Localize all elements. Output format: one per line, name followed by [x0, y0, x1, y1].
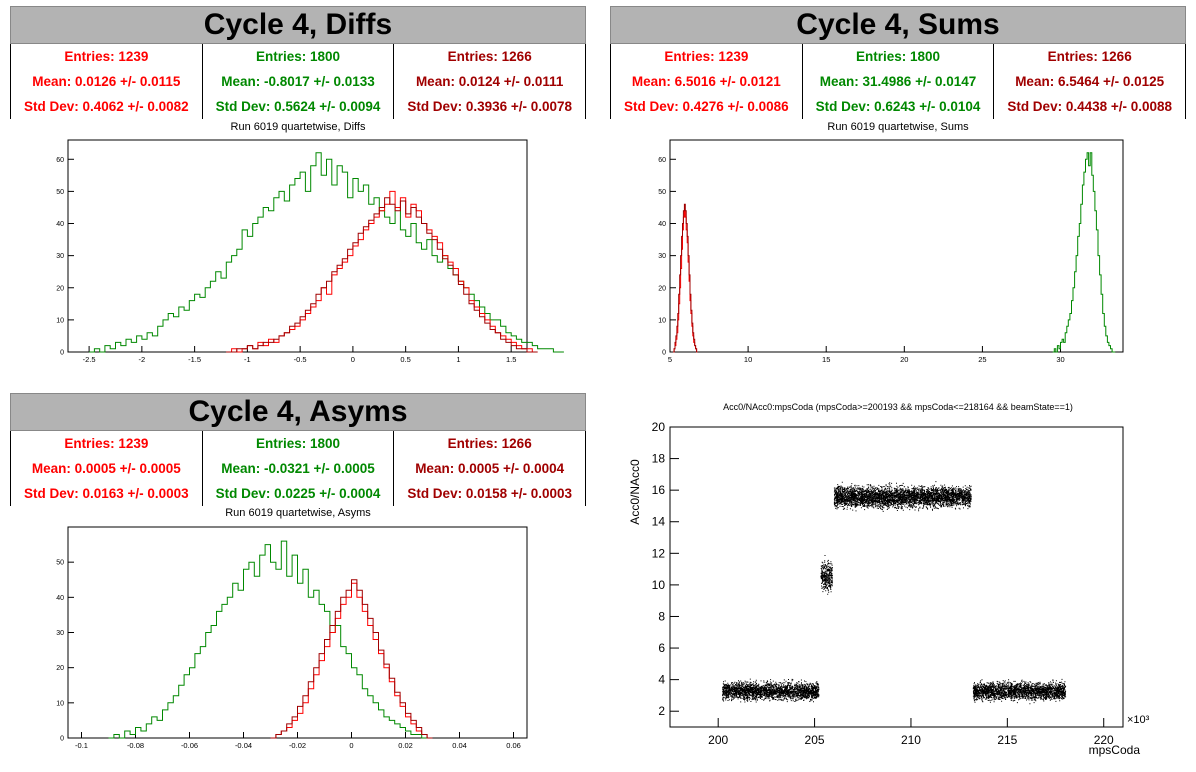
diffs-xtick-label: -0.5 [294, 355, 307, 364]
scatter-xtick-label: 215 [997, 733, 1017, 747]
scatter-xtick-label: 220 [1094, 733, 1114, 747]
stats-box: Entries: 1266 Mean: 0.0005 +/- 0.0004 Std … [407, 436, 573, 501]
diffs-xtick-label: 0.5 [400, 355, 410, 364]
stats-box: Entries: 1800 Mean: -0.8017 +/- 0.0133 Std… [203, 44, 395, 119]
diffs-panel-title: Cycle 4, Diffs [10, 6, 586, 44]
diffs-xtick-label: -2 [139, 355, 146, 364]
asyms-xtick-label: -0.04 [235, 741, 252, 750]
asyms-xtick-label: -0.06 [181, 741, 198, 750]
scatter-xlabel: mpsCoda [1088, 743, 1140, 757]
stats-box: Entries: 1239 Mean: 0.0126 +/- 0.0115 Std … [11, 44, 203, 119]
sums-series-2 [673, 203, 698, 353]
diffs-ytick-label: 40 [56, 221, 64, 228]
asyms-series-2 [270, 579, 433, 739]
sums-xtick-label: 5 [668, 355, 672, 364]
scatter-cluster-0 [722, 678, 820, 703]
diffs-stats: Entries: 1239 Mean: 0.0126 +/- 0.0115 Std … [10, 44, 586, 119]
scatter-ytick-label: 10 [652, 578, 666, 592]
scatter-x-exponent: ×10³ [1127, 714, 1150, 726]
asyms-chart-title: Run 6019 quartetwise, Asyms [225, 507, 371, 519]
asyms-series-0 [108, 540, 433, 739]
asyms-ytick-label: 50 [56, 560, 64, 567]
diffs-series-2 [226, 197, 538, 353]
sums-ytick-label: 20 [658, 285, 666, 292]
diffs-series-0 [89, 152, 564, 353]
sums-xtick-label: 20 [900, 355, 908, 364]
asyms-xtick-label: 0.04 [452, 741, 467, 750]
asyms-ytick-label: 0 [60, 736, 64, 743]
diffs-xtick-label: 1 [456, 355, 460, 364]
scatter-xtick-label: 205 [805, 733, 825, 747]
scatter-ytick-label: 6 [658, 641, 665, 655]
scatter-chart-title: Acc0/NAcc0:mpsCoda (mpsCoda>=200193 && m… [723, 402, 1073, 412]
sums-series-0 [1052, 152, 1116, 353]
scatter-xtick-label: 210 [901, 733, 921, 747]
diffs-xtick-label: -2.5 [83, 355, 96, 364]
sums-ytick-label: 0 [662, 350, 666, 357]
asyms-xtick-label: -0.1 [75, 741, 88, 750]
diffs-ytick-label: 60 [56, 157, 64, 164]
stats-box: Entries: 1800 Mean: 31.4986 +/- 0.0147 Std… [803, 44, 995, 119]
scatter-ytick-label: 18 [652, 452, 666, 466]
scatter-xtick-label: 200 [708, 733, 728, 747]
stats-box: Entries: 1239 Mean: 6.5016 +/- 0.0121 Std … [611, 44, 803, 119]
sums-xtick-label: 15 [822, 355, 830, 364]
scatter-ytick-label: 12 [652, 546, 666, 560]
diffs-ytick-label: 50 [56, 189, 64, 196]
asyms-xtick-label: 0 [349, 741, 353, 750]
diffs-frame [67, 139, 528, 353]
asyms-xtick-label: 0.06 [506, 741, 521, 750]
asyms-ytick-label: 40 [56, 595, 64, 602]
asyms-ytick-label: 10 [56, 700, 64, 707]
scatter-plot: 200 205 210 215 220 2 4 6 8 10 12 14 16 18 20 [652, 420, 1124, 747]
scatter-ytick-label: 8 [658, 609, 665, 623]
asyms-panel-title: Cycle 4, Asyms [10, 393, 586, 431]
diffs-xtick-label: -1 [244, 355, 251, 364]
asyms-ytick-label: 30 [56, 630, 64, 637]
asyms-ytick-label: 20 [56, 665, 64, 672]
sums-ytick-label: 30 [658, 253, 666, 260]
scatter-cluster-2 [833, 481, 972, 512]
sums-xtick-label: 30 [1056, 355, 1064, 364]
scatter-frame [669, 426, 1124, 728]
diffs-series-1 [226, 190, 538, 353]
diffs-xtick-label: 1.5 [506, 355, 516, 364]
scatter-cluster-3 [972, 678, 1067, 705]
diffs-xtick-label: -1.5 [188, 355, 201, 364]
sums-histogram: 5 10 15 20 25 30 0 10 20 30 40 50 60 [658, 139, 1124, 364]
sums-xtick-label: 10 [744, 355, 752, 364]
asyms-histogram: -0.1 -0.08 -0.06 -0.04 -0.02 0 0.02 0.04 0.06 0 10… [56, 526, 528, 750]
asyms-stats: Entries: 1239 Mean: 0.0005 +/- 0.0005 Std … [10, 431, 586, 506]
sums-xtick-label: 25 [978, 355, 986, 364]
diffs-histogram: -2.5 -2 -1.5 -1 -0.5 0 0.5 1 1.5 0 10 20 30 40 50 60 [56, 139, 564, 364]
sums-frame [669, 139, 1124, 353]
sums-ytick-label: 60 [658, 157, 666, 164]
sums-panel-title: Cycle 4, Sums [610, 6, 1186, 44]
scatter-ytick-label: 20 [652, 420, 666, 434]
asyms-xtick-label: -0.02 [289, 741, 306, 750]
scatter-ytick-label: 14 [652, 515, 666, 529]
scatter-ytick-label: 2 [658, 704, 665, 718]
scatter-ytick-label: 16 [652, 483, 666, 497]
sums-ytick-label: 10 [658, 317, 666, 324]
sums-ytick-label: 50 [658, 189, 666, 196]
sums-ytick-label: 40 [658, 221, 666, 228]
stats-box: Entries: 1266 Mean: 0.0124 +/- 0.0111 Std … [407, 49, 573, 114]
diffs-ytick-label: 20 [56, 285, 64, 292]
asyms-xtick-label: -0.08 [127, 741, 144, 750]
stats-box: Entries: 1266 Mean: 6.5464 +/- 0.0125 Std … [1007, 49, 1173, 114]
diffs-ytick-label: 10 [56, 317, 64, 324]
asyms-xtick-label: 0.02 [398, 741, 413, 750]
scatter-ytick-label: 4 [658, 673, 665, 687]
sums-chart-title: Run 6019 quartetwise, Sums [827, 121, 969, 133]
diffs-ytick-label: 30 [56, 253, 64, 260]
diffs-ytick-label: 0 [60, 350, 64, 357]
diffs-chart-title: Run 6019 quartetwise, Diffs [230, 121, 366, 133]
scatter-cluster-1 [820, 555, 833, 595]
stats-box: Entries: 1800 Mean: -0.0321 +/- 0.0005 Std… [203, 431, 395, 506]
sums-stats: Entries: 1239 Mean: 6.5016 +/- 0.0121 Std … [610, 44, 1186, 119]
diffs-xtick-label: 0 [351, 355, 355, 364]
stats-box: Entries: 1239 Mean: 0.0005 +/- 0.0005 Std … [11, 431, 203, 506]
